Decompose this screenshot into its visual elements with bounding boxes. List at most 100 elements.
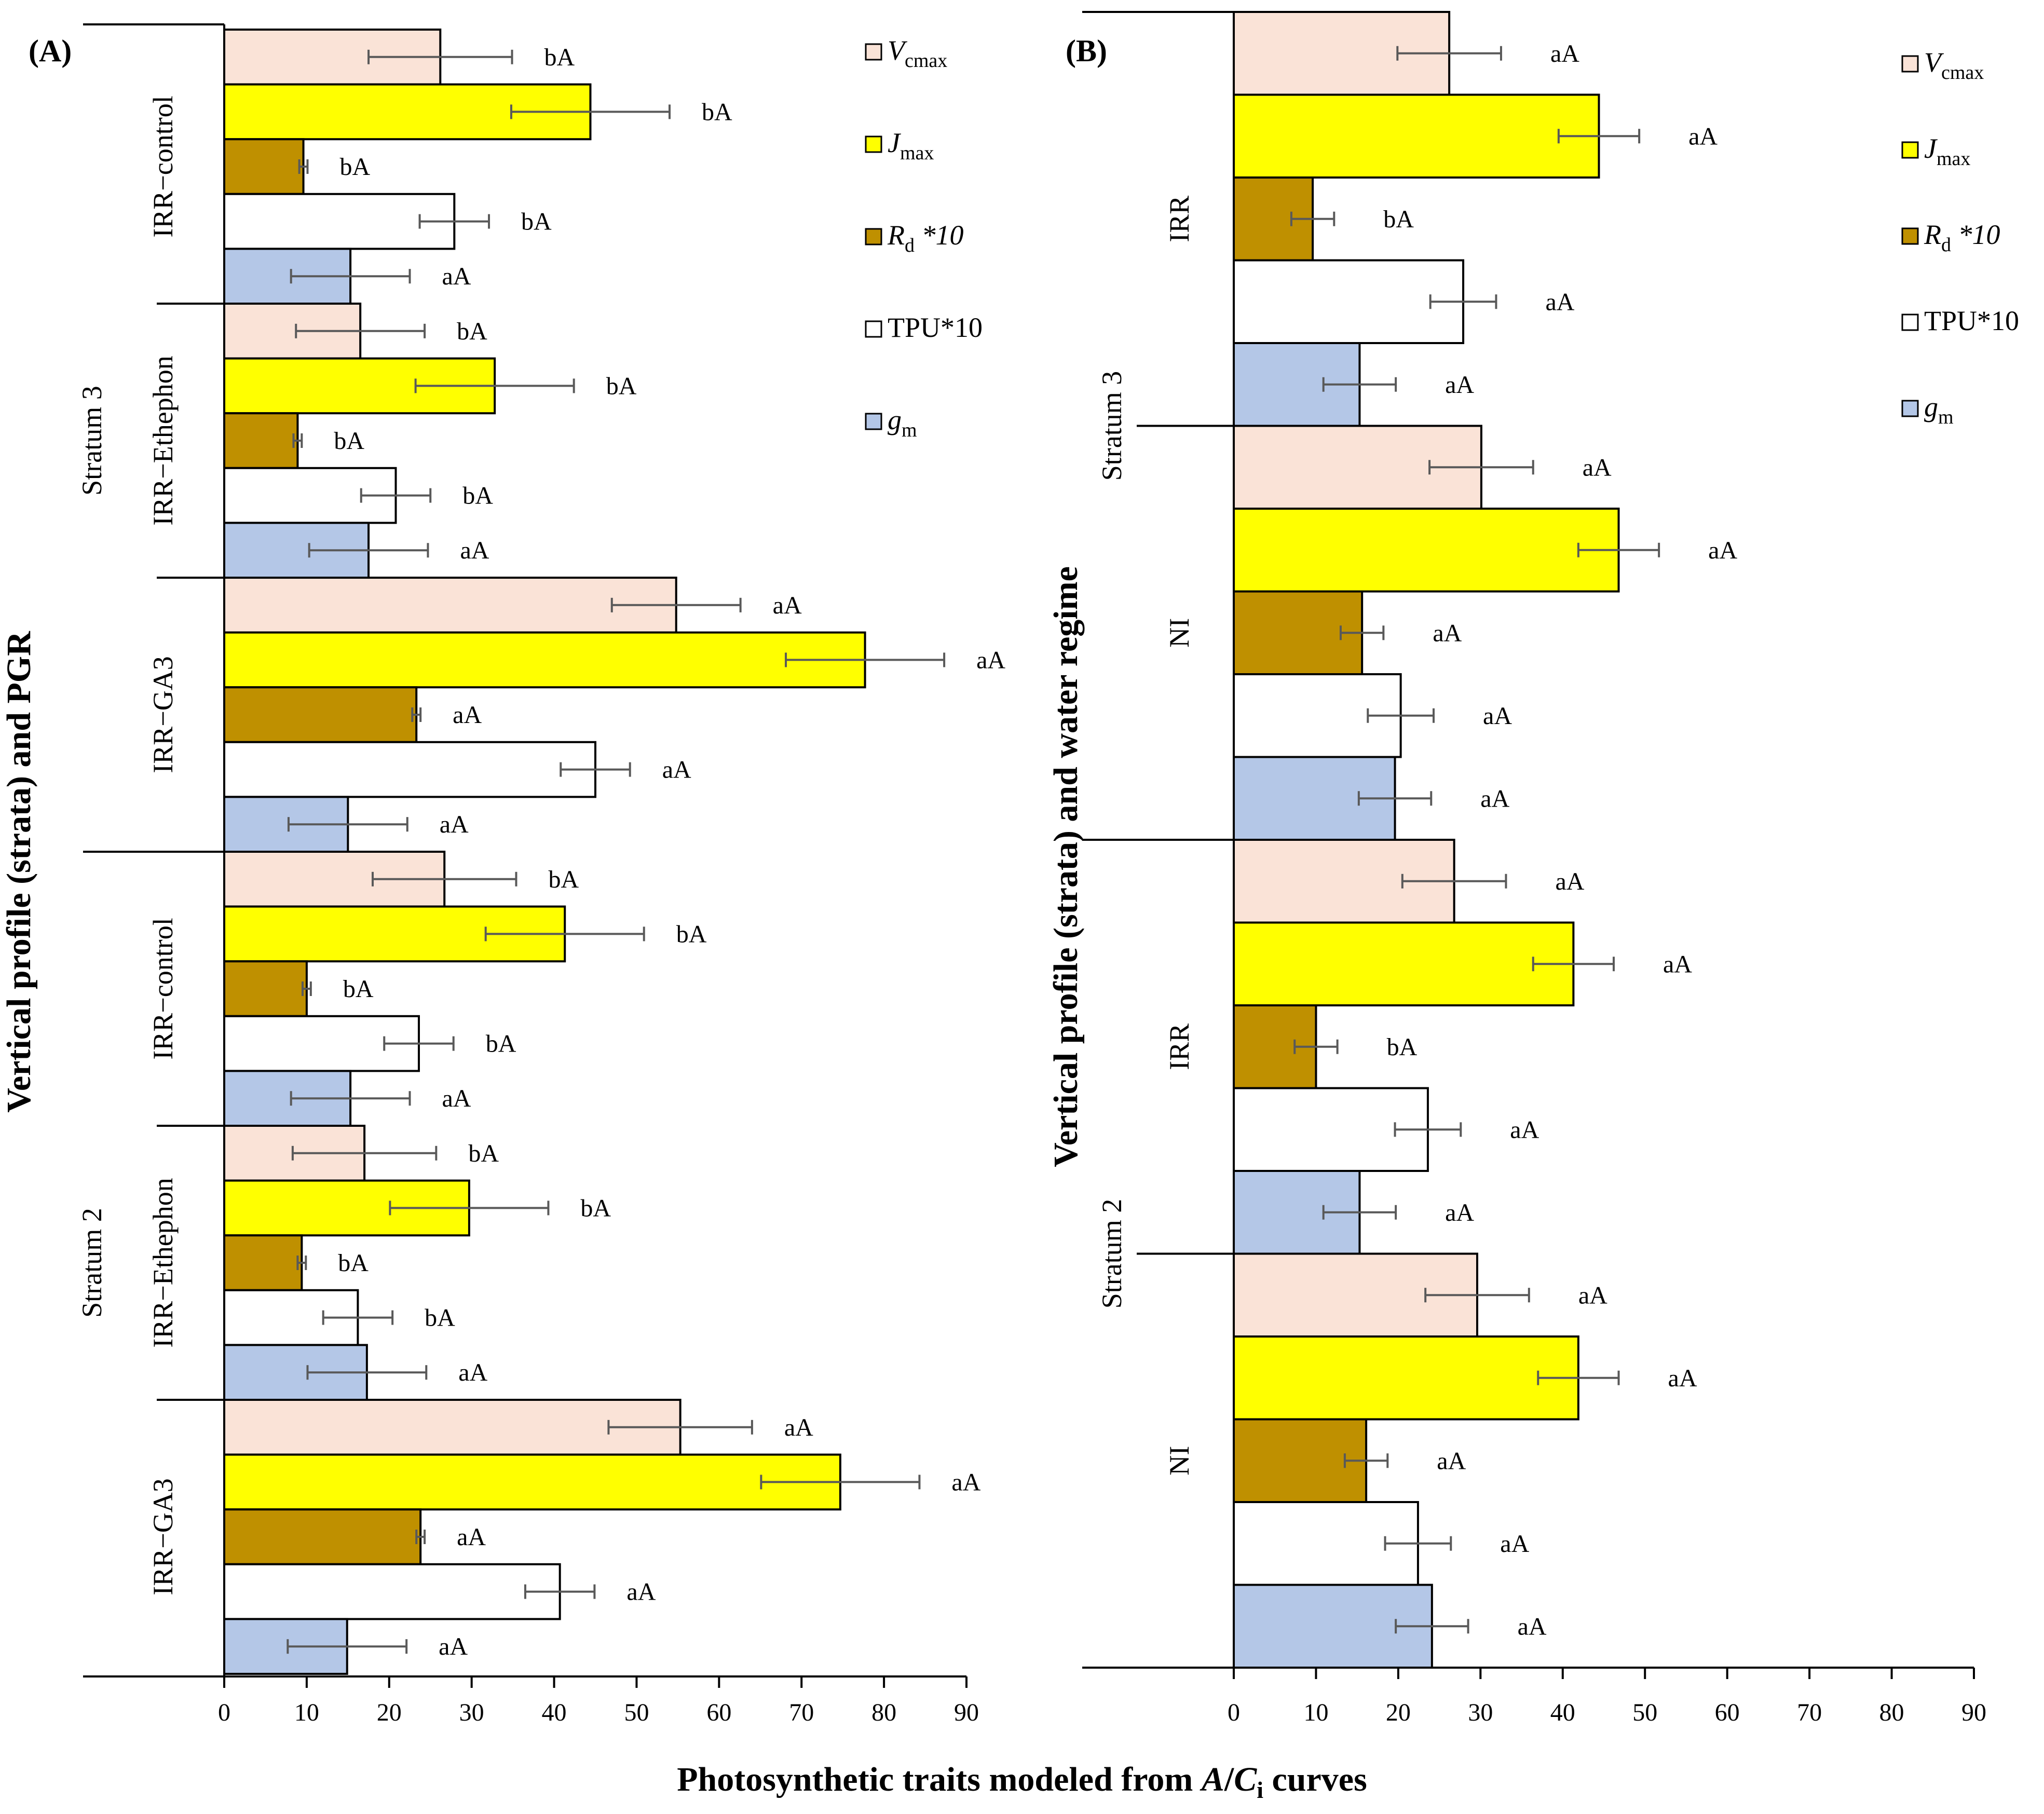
- significance-label: bA: [606, 372, 637, 400]
- x-title-prefix: Photosynthetic traits modeled from: [677, 1761, 1202, 1798]
- significance-label: aA: [1437, 1447, 1466, 1475]
- significance-label: aA: [442, 263, 471, 290]
- legend-swatch-jmax: [1901, 141, 1919, 159]
- significance-label: bA: [468, 1140, 499, 1167]
- significance-label: aA: [1550, 40, 1579, 67]
- bar-vcmax: [223, 577, 677, 634]
- group-label: IRR−control: [147, 96, 179, 237]
- legend-main: V: [1924, 47, 1944, 78]
- x-tick-label: 40: [1550, 1699, 1575, 1726]
- x-tick-label: 50: [624, 1699, 649, 1726]
- significance-label: bA: [702, 98, 732, 126]
- legend-subscript: m: [902, 419, 917, 441]
- significance-label: aA: [1433, 619, 1462, 647]
- bar-rd: [223, 412, 299, 469]
- significance-label: aA: [457, 1523, 486, 1551]
- x-title-slash: /: [1224, 1761, 1235, 1798]
- significance-label: aA: [1663, 950, 1692, 978]
- legend-swatch-gm: [865, 413, 882, 430]
- group-label: NI: [1164, 1446, 1195, 1476]
- x-title-a: A: [1200, 1761, 1224, 1798]
- significance-label: aA: [1708, 537, 1737, 564]
- x-tick-label: 90: [1961, 1699, 1986, 1726]
- significance-label: aA: [460, 537, 489, 564]
- significance-label: bA: [521, 208, 552, 236]
- significance-label: aA: [626, 1578, 656, 1606]
- legend-main: g: [888, 404, 902, 435]
- x-tick-label: 70: [1797, 1699, 1822, 1726]
- bar-jmax: [1233, 921, 1575, 1006]
- x-tick-label: 80: [871, 1699, 896, 1726]
- legend-label-jmax: Jmax: [1924, 133, 1970, 170]
- group-label: IRR−Ethephon: [147, 1178, 179, 1347]
- group-label: IRR−GA3: [147, 656, 179, 773]
- legend-main: J: [888, 127, 902, 158]
- bar-rd: [223, 138, 305, 195]
- legend-label-vcmax: Vcmax: [888, 35, 947, 72]
- x-tick-label: 70: [789, 1699, 814, 1726]
- legend-main: TPU*10: [888, 312, 983, 343]
- x-tick-label: 30: [1468, 1699, 1493, 1726]
- significance-label: aA: [1545, 288, 1574, 316]
- group-label: IRR: [1164, 1024, 1195, 1070]
- significance-label: aA: [1583, 454, 1612, 481]
- legend-main: J: [1924, 133, 1938, 164]
- legend-label-tpu: TPU*10: [888, 312, 983, 343]
- legend-suffix: *10: [1951, 219, 2000, 250]
- x-tick-label: 10: [294, 1699, 319, 1726]
- significance-label: bA: [580, 1194, 611, 1222]
- legend-label-vcmax: Vcmax: [1924, 47, 1984, 84]
- y-axis-title: Vertical profile (strata) and water regi…: [1047, 566, 1085, 1167]
- bar-tpu: [1233, 259, 1465, 344]
- bar-rd: [223, 1508, 422, 1565]
- x-tick-label: 10: [1303, 1699, 1328, 1726]
- bar-tpu: [223, 741, 596, 798]
- x-tick-label: 0: [1228, 1699, 1240, 1726]
- legend-main: TPU*10: [1924, 305, 2019, 336]
- significance-label: bA: [457, 318, 487, 345]
- x-tick-label: 90: [954, 1699, 979, 1726]
- significance-label: aA: [662, 756, 691, 784]
- significance-label: aA: [976, 646, 1005, 674]
- legend-main: R: [1924, 219, 1941, 250]
- significance-label: aA: [1480, 785, 1509, 812]
- panel-label: (B): [1066, 34, 1107, 68]
- significance-label: aA: [458, 1359, 487, 1386]
- significance-label: aA: [1483, 702, 1512, 730]
- bar-jmax: [1233, 1335, 1579, 1421]
- stratum-label: Stratum 2: [76, 1208, 107, 1318]
- significance-label: bA: [544, 44, 575, 71]
- significance-label: aA: [439, 1633, 468, 1660]
- legend-main: g: [1924, 391, 1938, 422]
- bar-gm: [223, 1618, 348, 1675]
- legend-swatch-tpu: [1901, 313, 1919, 331]
- bar-jmax: [223, 1453, 841, 1511]
- legend-swatch-jmax: [865, 135, 882, 153]
- x-tick-label: 20: [377, 1699, 402, 1726]
- x-tick-label: 50: [1632, 1699, 1657, 1726]
- panel-a: bA bA bA bA aA IRR−control bA bA bA bA aA IRR−Ethep…: [0, 23, 1005, 1726]
- x-title-subscript: i: [1257, 1777, 1263, 1803]
- legend-subscript: max: [1937, 148, 1970, 170]
- legend-suffix: *10: [915, 220, 964, 251]
- bar-jmax: [1233, 508, 1620, 593]
- x-tick-label: 30: [459, 1699, 484, 1726]
- legend-subscript: d: [1941, 234, 1951, 256]
- significance-label: bA: [676, 920, 707, 948]
- significance-label: bA: [339, 153, 370, 181]
- legend-swatch-vcmax: [1901, 55, 1919, 73]
- significance-label: bA: [1387, 1033, 1418, 1061]
- significance-label: bA: [548, 866, 579, 893]
- panel-b: aA aA bA aA aA IRR aA aA aA aA aA NI aA aA bA aA aA IRR aA…: [1047, 11, 2019, 1726]
- significance-label: bA: [486, 1030, 516, 1058]
- legend-swatch-tpu: [865, 320, 882, 338]
- significance-label: aA: [773, 592, 802, 619]
- group-label: NI: [1164, 618, 1195, 648]
- x-tick-label: 0: [218, 1699, 230, 1726]
- significance-label: aA: [1510, 1116, 1539, 1143]
- legend-label-gm: gm: [888, 404, 917, 441]
- significance-label: aA: [1445, 1199, 1474, 1226]
- legend-main: V: [888, 35, 908, 66]
- x-axis-title: Photosynthetic traits modeled from A/Ci …: [677, 1761, 1367, 1803]
